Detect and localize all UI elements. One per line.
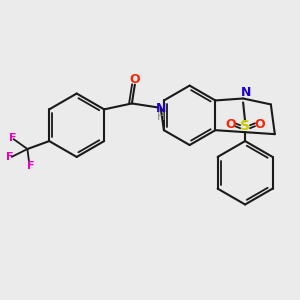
Text: N: N [155,102,166,115]
Text: O: O [130,73,140,86]
Text: F: F [6,152,13,162]
Text: O: O [255,118,265,131]
Text: O: O [225,118,236,131]
Text: S: S [240,119,250,133]
Text: H: H [156,112,165,122]
Text: N: N [241,86,251,99]
Text: F: F [27,161,34,171]
Text: F: F [9,133,16,143]
